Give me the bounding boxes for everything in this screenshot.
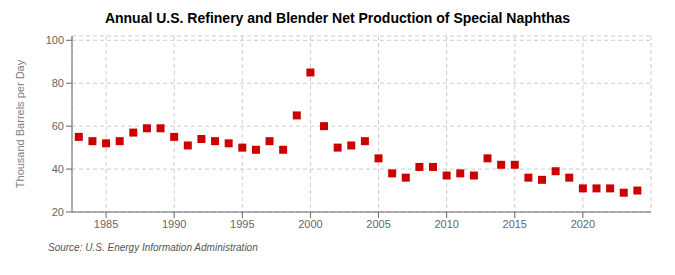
svg-text:2015: 2015 bbox=[503, 218, 527, 230]
svg-text:1995: 1995 bbox=[230, 218, 254, 230]
svg-text:1990: 1990 bbox=[162, 218, 186, 230]
svg-text:2005: 2005 bbox=[366, 218, 390, 230]
svg-text:2020: 2020 bbox=[571, 218, 595, 230]
svg-text:60: 60 bbox=[52, 120, 64, 132]
svg-text:1985: 1985 bbox=[94, 218, 118, 230]
svg-text:100: 100 bbox=[46, 34, 64, 46]
svg-text:40: 40 bbox=[52, 163, 64, 175]
svg-text:20: 20 bbox=[52, 206, 64, 218]
html-text:Annual U.S. Refinery and Blend: Annual U.S. Refinery and Blender Net Pro… bbox=[104, 10, 571, 26]
html-text:Source: U.S. Energy Informatio: Source: U.S. Energy Information Administ… bbox=[48, 242, 258, 253]
svg-text:2000: 2000 bbox=[298, 218, 322, 230]
svg-text:80: 80 bbox=[52, 77, 64, 89]
svg-text:2010: 2010 bbox=[434, 218, 458, 230]
svg-text:Thousand Barrels per Day: Thousand Barrels per Day bbox=[14, 59, 26, 188]
